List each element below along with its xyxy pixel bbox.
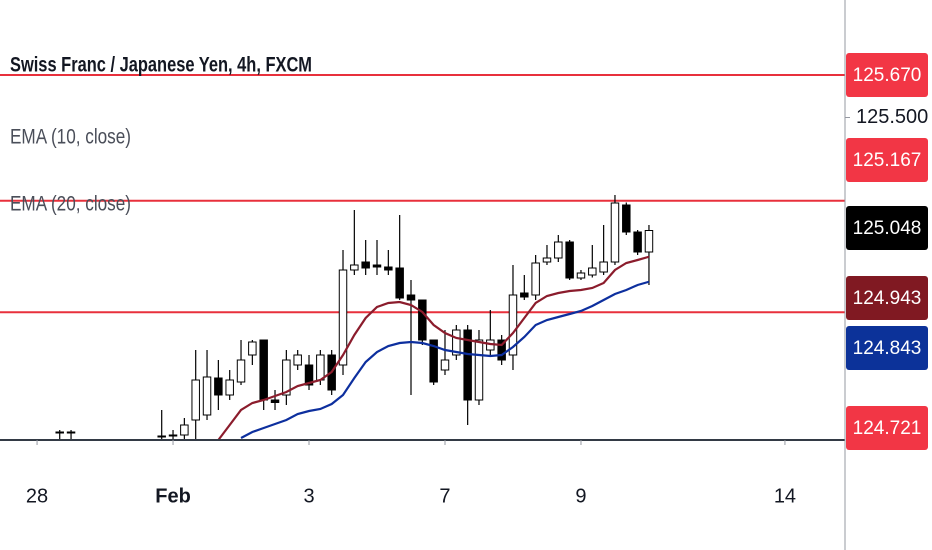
candle-body: [168, 434, 178, 437]
candle-body: [576, 272, 586, 279]
candle-body: [520, 292, 529, 298]
price-label-box: [846, 53, 928, 97]
candle-body: [157, 435, 166, 438]
candle-body: [55, 431, 64, 434]
candle-body: [406, 294, 416, 301]
candle-body: [633, 231, 642, 253]
price-label-box: [846, 138, 928, 182]
price-axis: 125.500 125.670 125.167 125.048 124.943 124.8…: [845, 53, 928, 450]
candle-body: [338, 269, 348, 366]
candle-body: [418, 299, 427, 341]
candle-body: [180, 424, 189, 436]
candle-body: [372, 264, 382, 268]
x-tick-label: Feb: [155, 485, 191, 507]
candle-body: [214, 377, 223, 396]
candle-body: [225, 379, 234, 396]
price-label: 124.721: [853, 418, 922, 439]
candle-body: [384, 266, 393, 271]
plot-area: [0, 74, 845, 441]
candle-body: [282, 359, 291, 396]
x-tick-label: 3: [303, 485, 314, 507]
x-tick-label: 14: [774, 485, 796, 507]
candle-body: [202, 376, 212, 416]
candle-body: [452, 329, 461, 356]
candle-body: [463, 329, 472, 401]
candle-body: [248, 341, 257, 356]
candle-body: [644, 230, 654, 253]
candle-body: [191, 379, 200, 421]
price-label-box: [846, 326, 928, 370]
candle-body: [316, 354, 325, 381]
candle-body: [554, 241, 563, 259]
candle-body: [259, 339, 268, 401]
candle-body: [497, 339, 506, 361]
candle-body: [293, 354, 302, 366]
candle-body: [474, 339, 484, 401]
candle-body: [429, 339, 438, 383]
candle-body: [588, 267, 597, 276]
ema-line: [217, 255, 650, 441]
candle-body: [304, 364, 314, 386]
price-label: 125.048: [853, 218, 922, 239]
price-label: 124.943: [853, 288, 922, 309]
candle-body: [565, 241, 574, 279]
candle-body: [350, 264, 359, 271]
candle-body: [599, 261, 608, 273]
x-tick-label: 9: [575, 485, 586, 507]
price-label-box: [846, 276, 928, 320]
legend-item: EMA (10, close): [10, 126, 131, 149]
candle-body: [531, 262, 540, 296]
candle-body: [66, 431, 76, 434]
price-label-box: [846, 206, 928, 250]
ema-line: [240, 280, 650, 439]
candle-body: [542, 257, 552, 263]
price-label: 124.843: [853, 338, 922, 359]
x-tick-label: 28: [26, 485, 48, 507]
x-tick-label: 7: [439, 485, 450, 507]
price-label: 125.670: [853, 65, 922, 86]
candle-body: [622, 204, 631, 233]
candle-body: [610, 202, 620, 263]
candle-body: [361, 261, 370, 269]
candle-body: [440, 359, 450, 371]
chart-title: Swiss Franc / Japanese Yen, 4h, FXCM: [10, 54, 312, 77]
candle-body: [508, 294, 518, 356]
candle-body: [395, 267, 404, 299]
legend-item: EMA (20, close): [10, 193, 131, 216]
candle-body: [236, 359, 246, 383]
y-tick-label: 125.500: [856, 106, 928, 128]
candle-body: [270, 399, 280, 403]
price-label: 125.167: [853, 150, 922, 171]
price-label-box: [846, 406, 928, 450]
